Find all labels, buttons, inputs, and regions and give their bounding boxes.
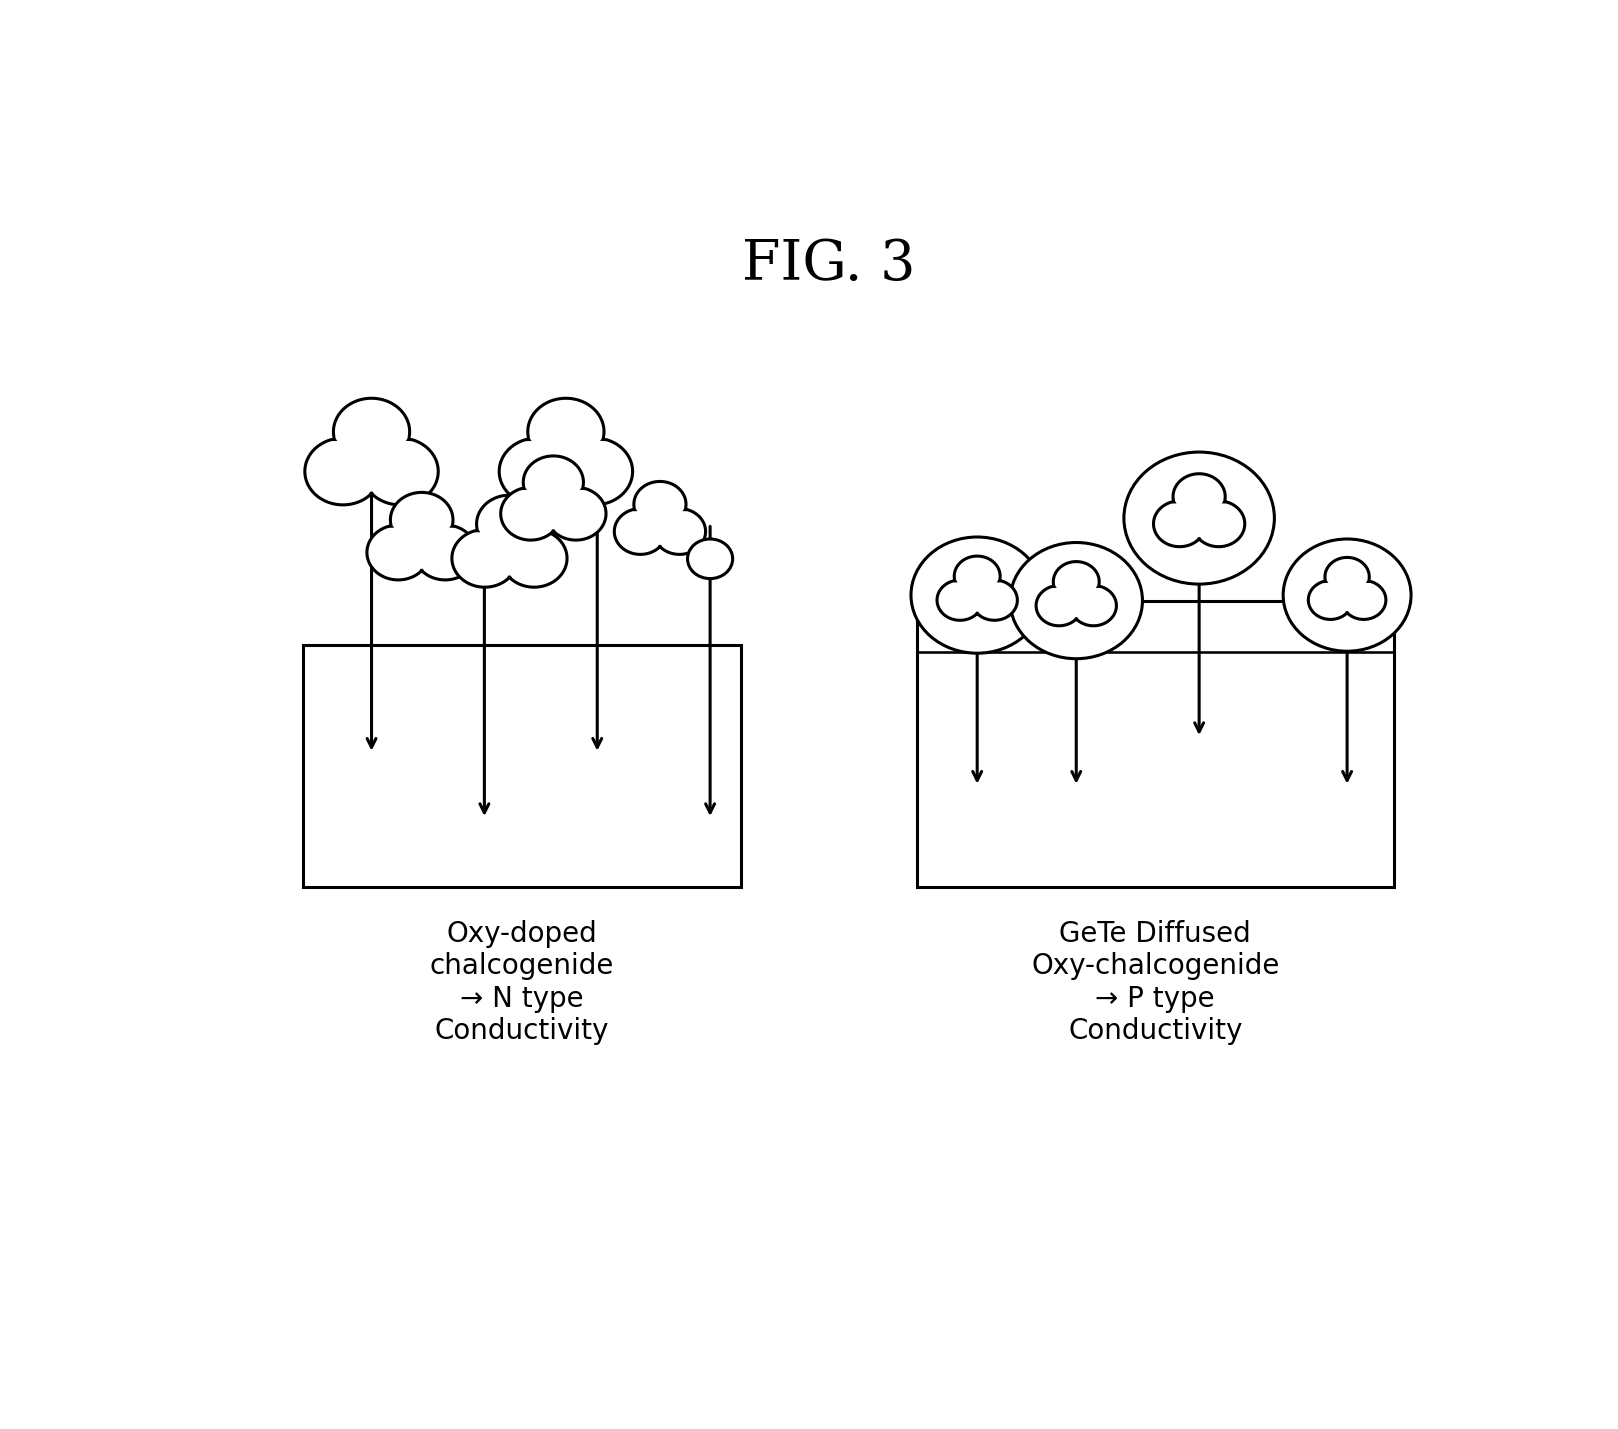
Circle shape [1010, 543, 1142, 659]
Polygon shape [500, 399, 633, 504]
Polygon shape [937, 556, 1018, 620]
Circle shape [1125, 452, 1275, 584]
Polygon shape [451, 496, 566, 587]
Circle shape [911, 537, 1044, 653]
Polygon shape [367, 493, 476, 580]
Polygon shape [304, 399, 438, 504]
Circle shape [688, 539, 733, 579]
Polygon shape [1154, 474, 1244, 547]
Polygon shape [1309, 557, 1387, 619]
Circle shape [1283, 539, 1411, 652]
Polygon shape [615, 482, 705, 554]
Polygon shape [500, 456, 607, 540]
Bar [917, 600, 1393, 886]
Text: GeTe Diffused
Oxy-chalcogenide
→ P type
Conductivity: GeTe Diffused Oxy-chalcogenide → P type … [1031, 920, 1280, 1045]
Text: FIG. 3: FIG. 3 [743, 237, 916, 292]
Bar [303, 644, 741, 886]
Text: Oxy-doped
chalcogenide
→ N type
Conductivity: Oxy-doped chalcogenide → N type Conducti… [430, 920, 615, 1045]
Polygon shape [1036, 562, 1116, 626]
